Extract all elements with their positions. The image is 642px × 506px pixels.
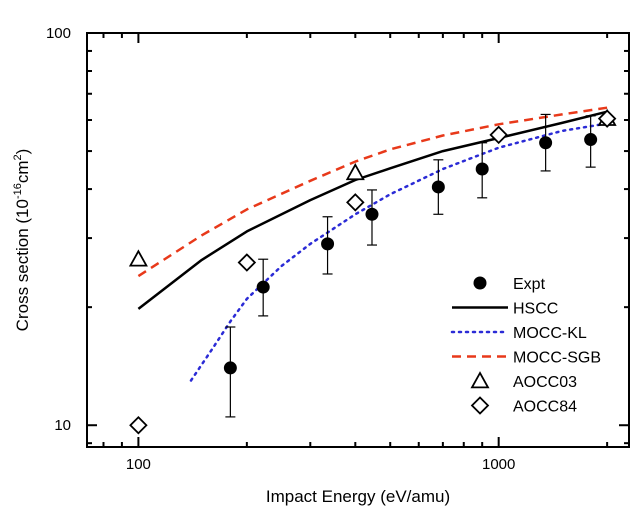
data-point (128, 249, 148, 267)
series-mocc-sgb (137, 106, 608, 278)
plot-frame (86, 32, 630, 448)
legend-swatch (473, 276, 487, 290)
legend-label: AOCC84 (513, 399, 577, 416)
y-tick-label: 10 (54, 417, 71, 434)
series-mocc-kl (189, 122, 609, 382)
series-line (137, 106, 608, 278)
data-point (475, 162, 489, 176)
legend: Expt HSCC MOCC-KL MOCC-SGB AOCC03 AOCC84 (450, 276, 601, 416)
legend-swatch (470, 371, 490, 389)
series-layer (128, 106, 617, 435)
x-tick-label: 1000 (482, 456, 515, 473)
data-point (597, 109, 617, 128)
y-axis-label: Cross section (10-16cm2) (12, 149, 32, 332)
data-point (489, 125, 508, 145)
data-point (321, 237, 335, 251)
data-point (237, 253, 257, 272)
series-aocc84 (129, 109, 617, 435)
legend-label: AOCC03 (513, 374, 577, 391)
series-hscc (137, 110, 608, 310)
y-axis-label-exp2: 2 (12, 154, 24, 160)
data-point (431, 180, 445, 194)
data-point (346, 193, 365, 212)
legend-label: MOCC-SGB (513, 350, 601, 367)
series-line (189, 122, 609, 382)
series-line (137, 110, 608, 310)
legend-item: Expt (473, 276, 546, 293)
legend-item: MOCC-KL (450, 325, 587, 342)
x-axis-label: Impact Energy (eV/amu) (266, 487, 450, 506)
legend-item: HSCC (452, 301, 558, 318)
y-tick-label: 100 (46, 25, 71, 42)
y-axis-label-pre: Cross section (10 (13, 199, 32, 331)
data-point (539, 136, 553, 150)
y-axis-label-mid: cm (13, 160, 32, 183)
data-point (256, 280, 270, 294)
series-expt (223, 113, 598, 418)
legend-item: AOCC03 (470, 371, 577, 391)
legend-item: AOCC84 (470, 396, 577, 416)
legend-label: HSCC (513, 301, 558, 318)
data-point (223, 361, 237, 375)
axes (86, 32, 630, 448)
data-point (129, 415, 148, 435)
tick-labels: 100 1000 10 100 (46, 25, 515, 473)
legend-swatch (470, 396, 490, 415)
y-axis-label-exp1: -16 (12, 183, 24, 199)
legend-label: Expt (513, 276, 546, 293)
y-axis-label-post: ) (13, 149, 32, 155)
data-point (365, 207, 379, 221)
data-point (584, 133, 598, 147)
data-point (345, 162, 365, 181)
series-aocc03 (128, 108, 617, 267)
legend-label: MOCC-KL (513, 325, 587, 342)
legend-item: MOCC-SGB (452, 350, 601, 367)
axis-ticks (87, 32, 629, 447)
x-tick-label: 100 (126, 456, 151, 473)
